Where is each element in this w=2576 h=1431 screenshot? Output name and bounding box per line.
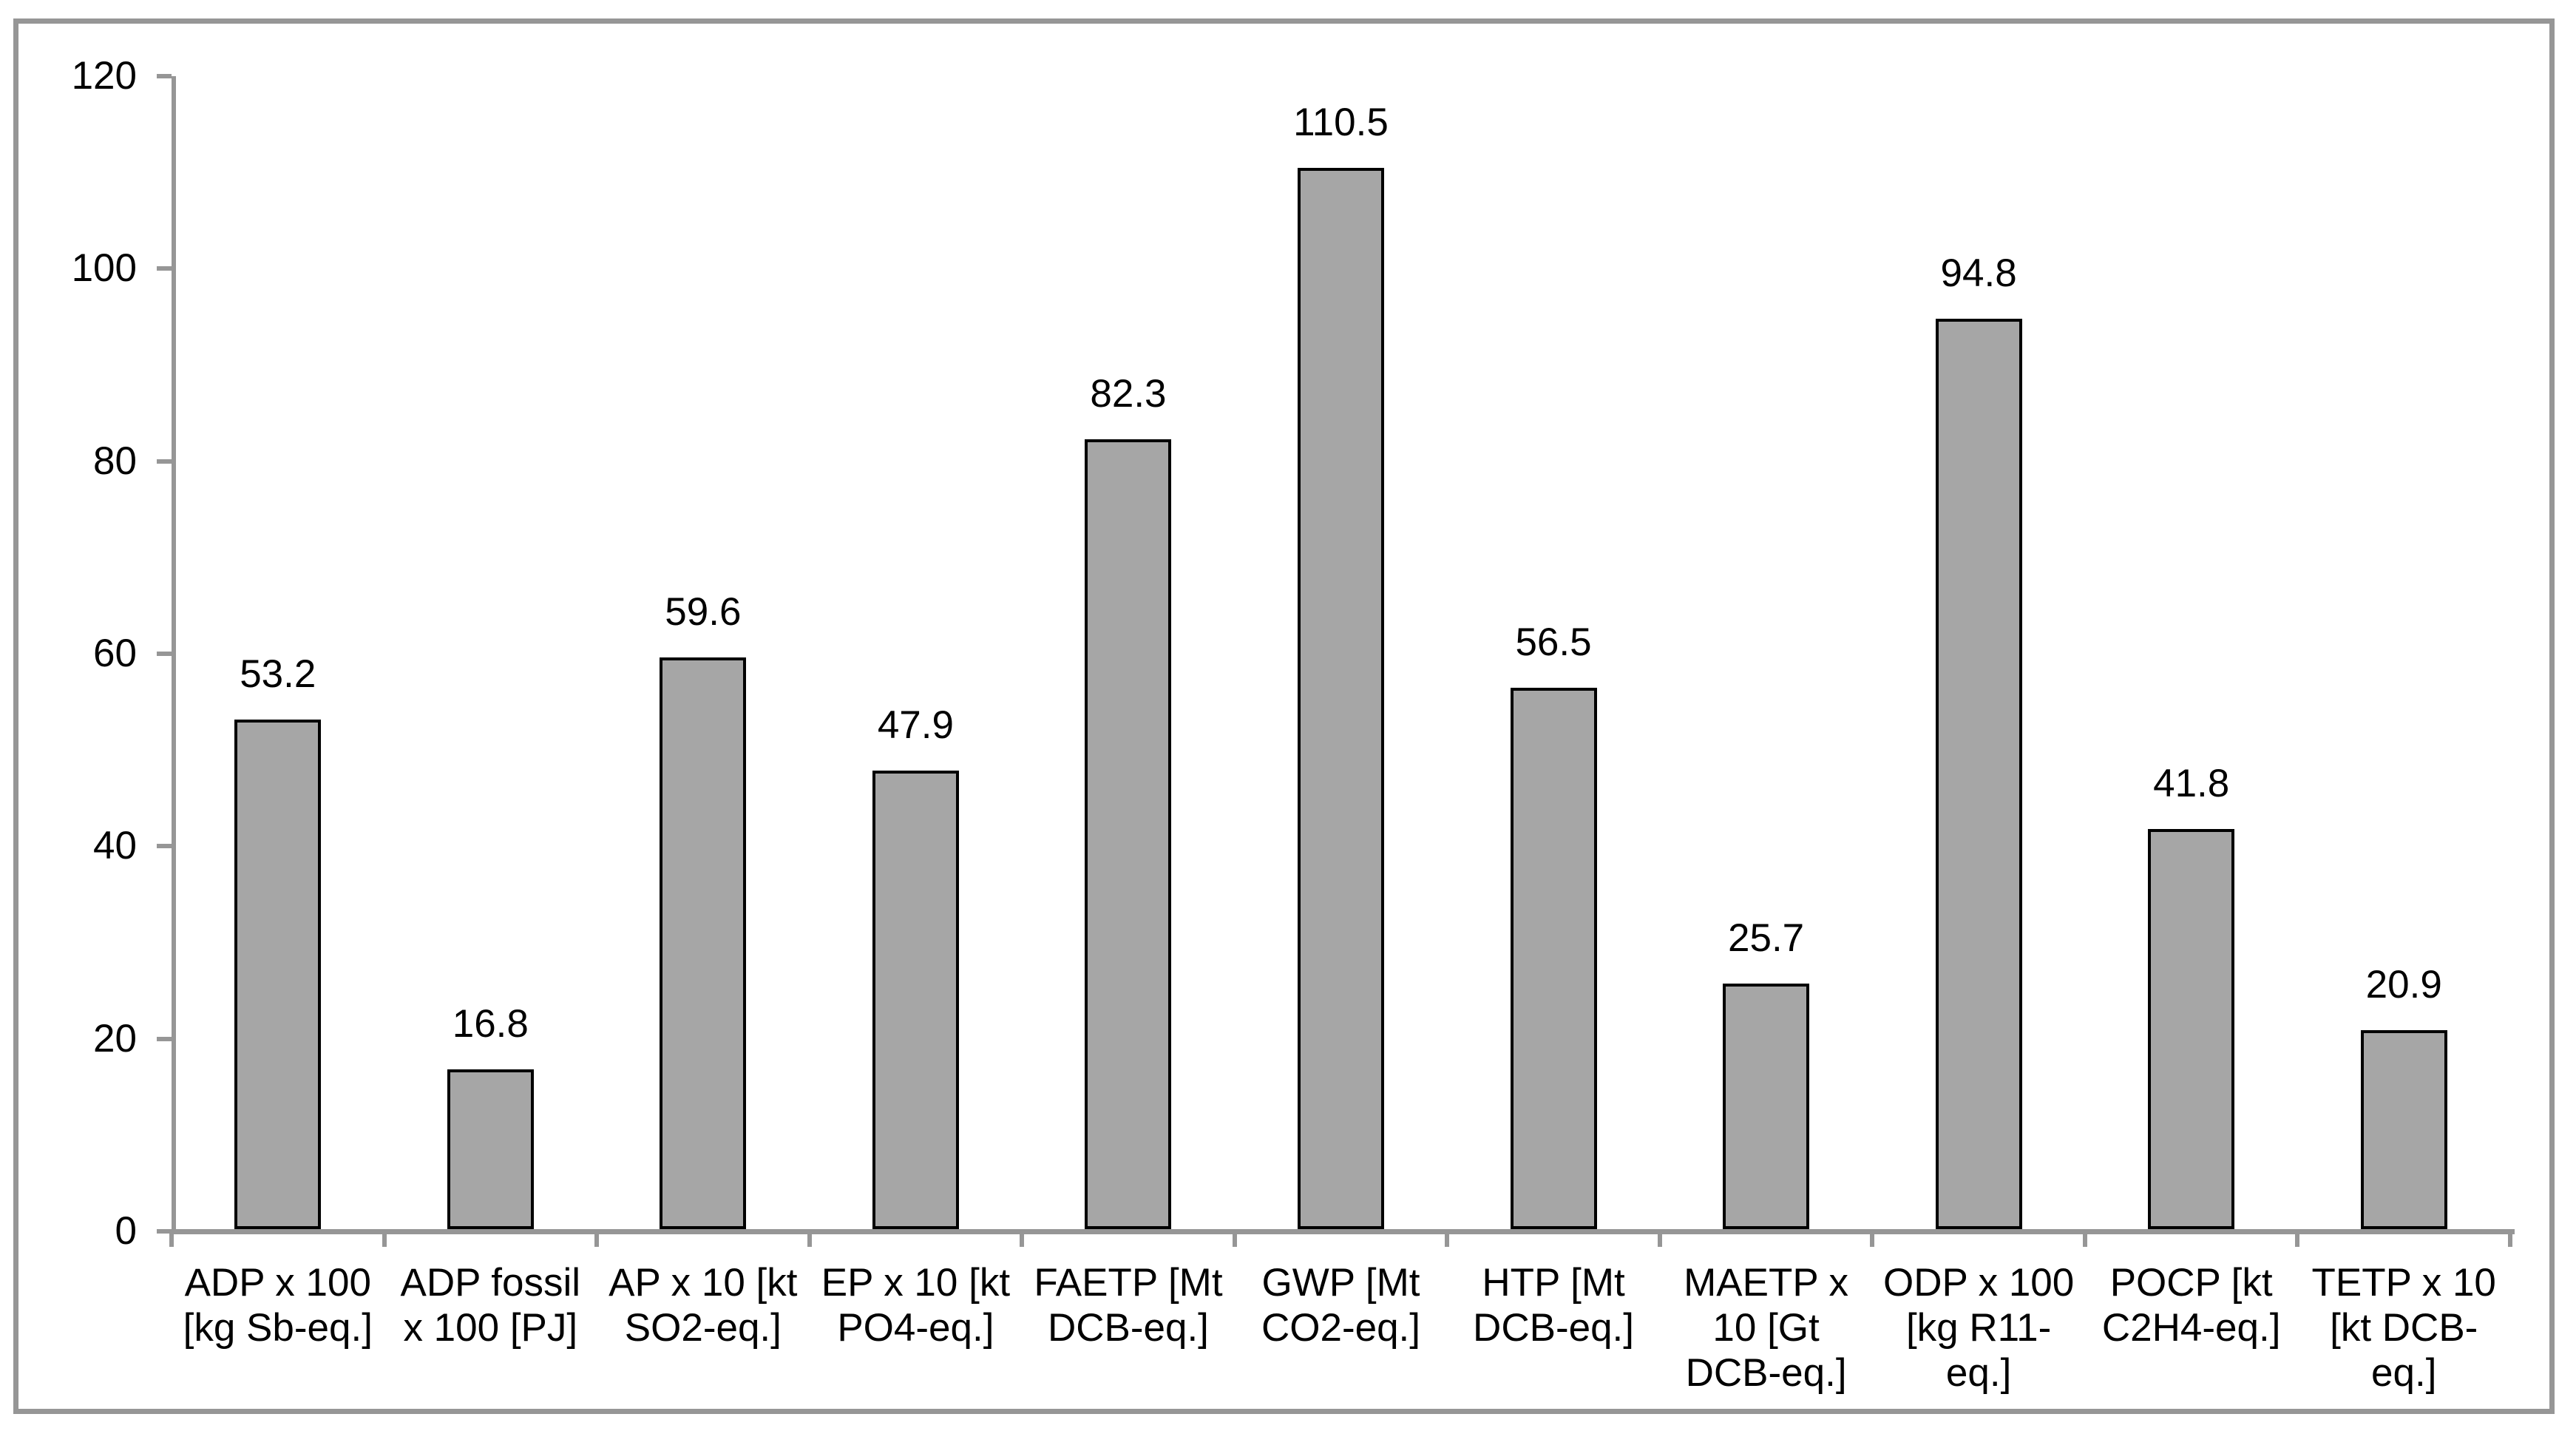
y-axis-tick — [157, 652, 172, 656]
bar — [2148, 828, 2235, 1229]
x-category-label: GWP [Mt CO2-eq.] — [1261, 1261, 1420, 1350]
x-category-label: ADP x 100 [kg Sb-eq.] — [183, 1261, 373, 1350]
bar-value-label: 16.8 — [452, 1002, 529, 1046]
y-axis-tick — [157, 1036, 172, 1041]
bar — [1298, 167, 1384, 1229]
x-axis-tick — [2295, 1229, 2300, 1247]
x-axis-tick — [1657, 1229, 1662, 1247]
bar — [1723, 984, 1810, 1229]
y-tick-label: 120 — [71, 54, 137, 98]
chart-border-frame — [13, 18, 2555, 1414]
y-axis-tick — [157, 459, 172, 464]
bar-value-label: 20.9 — [2365, 962, 2442, 1007]
x-category-label: EP x 10 [kt PO4-eq.] — [821, 1261, 1011, 1350]
x-category-label: AP x 10 [kt SO2-eq.] — [609, 1261, 798, 1350]
bar-value-label: 47.9 — [877, 703, 954, 747]
x-category-label: ADP fossil x 100 [PJ] — [400, 1261, 581, 1350]
bar — [872, 770, 959, 1229]
bar — [2360, 1029, 2447, 1229]
y-tick-label: 100 — [71, 246, 137, 291]
bar — [1085, 439, 1172, 1229]
bar — [1510, 687, 1597, 1229]
x-category-label: HTP [Mt DCB-eq.] — [1473, 1261, 1634, 1350]
x-category-label: POCP [kt C2H4-eq.] — [2101, 1261, 2281, 1350]
y-axis-tick — [157, 266, 172, 271]
x-axis-tick — [594, 1229, 600, 1247]
bar-value-label: 82.3 — [1090, 371, 1167, 416]
y-tick-label: 80 — [93, 439, 137, 483]
x-category-label: ODP x 100 [kg R11- eq.] — [1882, 1261, 2075, 1395]
y-tick-label: 20 — [93, 1016, 137, 1060]
x-category-label: FAETP [Mt DCB-eq.] — [1034, 1261, 1223, 1350]
bar — [1935, 319, 2022, 1229]
bar — [234, 719, 322, 1229]
bar-value-label: 53.2 — [240, 652, 316, 696]
bar — [660, 657, 747, 1229]
x-category-label: MAETP x 10 [Gt DCB-eq.] — [1684, 1261, 1848, 1395]
x-axis-tick — [1870, 1229, 1875, 1247]
x-axis-tick — [1232, 1229, 1237, 1247]
y-tick-label: 0 — [115, 1209, 137, 1253]
bar-value-label: 59.6 — [665, 590, 742, 635]
x-category-label: TETP x 10 [kt DCB- eq.] — [2311, 1261, 2496, 1395]
x-axis-line — [172, 1229, 2515, 1234]
x-axis-tick — [1445, 1229, 1450, 1247]
x-axis-tick — [807, 1229, 812, 1247]
x-axis-tick — [1020, 1229, 1025, 1247]
y-axis-tick — [157, 844, 172, 849]
x-axis-tick — [2082, 1229, 2087, 1247]
bar-value-label: 110.5 — [1293, 100, 1389, 144]
x-axis-tick — [2508, 1229, 2512, 1247]
bar — [447, 1069, 534, 1229]
y-axis-tick — [157, 1229, 172, 1234]
bar-value-label: 94.8 — [1940, 251, 2017, 296]
y-tick-label: 60 — [93, 632, 137, 675]
bar-value-label: 25.7 — [1728, 916, 1805, 961]
x-axis-tick — [169, 1229, 174, 1247]
y-axis-line — [172, 76, 176, 1234]
x-axis-tick — [382, 1229, 387, 1247]
bar-value-label: 41.8 — [2153, 761, 2230, 805]
bar-value-label: 56.5 — [1515, 620, 1592, 664]
y-axis-tick — [157, 74, 172, 78]
y-tick-label: 40 — [93, 824, 137, 868]
